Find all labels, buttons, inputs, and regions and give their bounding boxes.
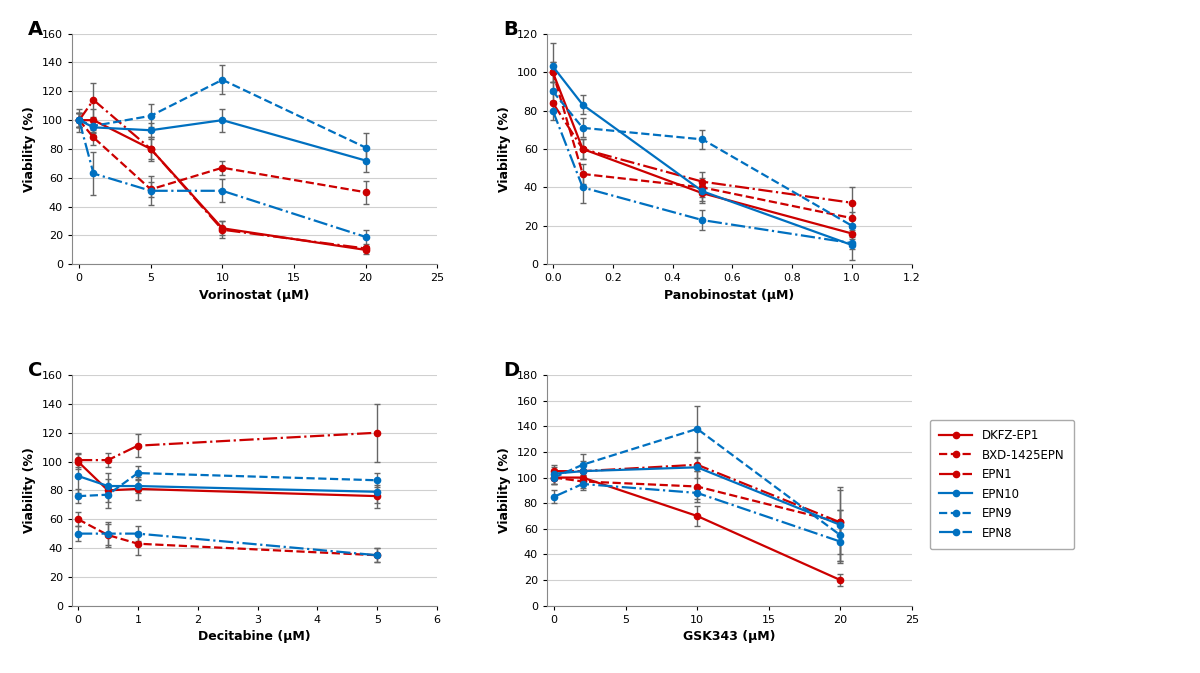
Legend: DKFZ-EP1, BXD-1425EPN, EPN1, EPN10, EPN9, EPN8: DKFZ-EP1, BXD-1425EPN, EPN1, EPN10, EPN9… <box>930 420 1074 549</box>
Y-axis label: Viability (%): Viability (%) <box>23 448 36 533</box>
X-axis label: GSK343 (μM): GSK343 (μM) <box>683 631 775 643</box>
Y-axis label: Viability (%): Viability (%) <box>498 448 511 533</box>
Text: D: D <box>503 361 520 380</box>
Text: B: B <box>503 20 517 39</box>
Text: C: C <box>28 361 42 380</box>
X-axis label: Vorinostat (μM): Vorinostat (μM) <box>199 289 310 302</box>
Text: A: A <box>28 20 43 39</box>
Y-axis label: Viability (%): Viability (%) <box>498 106 511 192</box>
X-axis label: Decitabine (μM): Decitabine (μM) <box>198 631 311 643</box>
Y-axis label: Viability (%): Viability (%) <box>23 106 36 192</box>
X-axis label: Panobinostat (μM): Panobinostat (μM) <box>665 289 794 302</box>
